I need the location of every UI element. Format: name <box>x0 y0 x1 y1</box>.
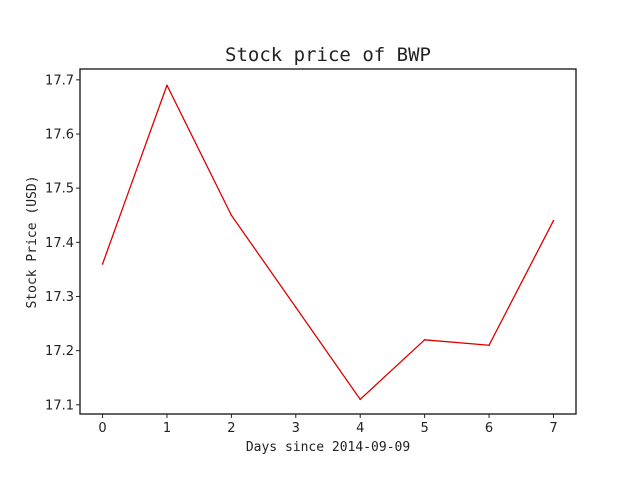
data-point <box>166 84 168 87</box>
x-axis-label: Days since 2014-09-09 <box>246 440 410 455</box>
price-series-line <box>101 84 555 401</box>
x-tick-label: 5 <box>420 421 428 436</box>
y-tick-label: 17.7 <box>45 73 74 88</box>
data-point <box>101 263 104 265</box>
x-tick-label: 2 <box>227 421 235 436</box>
data-point <box>230 214 233 217</box>
y-tick-label: 17.6 <box>45 127 74 142</box>
plot-frame <box>79 68 577 415</box>
data-point <box>423 339 426 341</box>
y-tick-label: 17.3 <box>45 290 74 305</box>
x-tick-label: 6 <box>485 421 493 436</box>
x-tick-label: 1 <box>163 421 171 436</box>
y-tick-label: 17.2 <box>45 344 74 359</box>
y-tick-label: 17.5 <box>45 182 74 197</box>
x-tick-label: 7 <box>549 421 557 436</box>
y-axis-label: Stock Price (USD) <box>25 175 40 308</box>
x-tick-label: 4 <box>356 421 364 436</box>
data-point <box>359 398 362 401</box>
chart-title: Stock price of BWP <box>225 44 431 66</box>
x-tick-label: 0 <box>98 421 106 436</box>
y-tick-label: 17.1 <box>45 398 74 413</box>
x-tick-label: 3 <box>292 421 300 436</box>
data-point <box>294 306 297 309</box>
y-tick-label: 17.4 <box>45 236 74 251</box>
data-point <box>488 344 490 347</box>
data-point <box>552 219 555 222</box>
